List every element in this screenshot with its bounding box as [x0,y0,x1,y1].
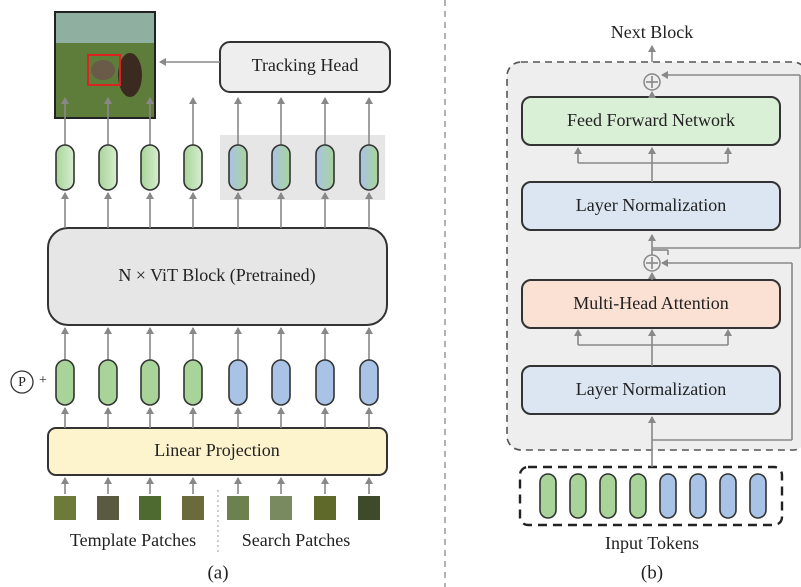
next-block-label: Next Block [611,22,694,42]
token [184,360,202,405]
block-label: Layer Normalization [576,379,726,399]
block-label: Feed Forward Network [567,110,735,130]
patch [270,496,292,520]
position-symbol: P [18,375,26,390]
input-tokens-label: Input Tokens [605,533,699,553]
token [720,474,736,518]
tracking-head-label: Tracking Head [252,55,359,75]
patch [97,496,119,520]
token [99,145,117,190]
patch [314,496,336,520]
block-label: Multi-Head Attention [573,293,728,313]
patch [54,496,76,520]
token [570,474,586,518]
block-label: Layer Normalization [576,195,726,215]
token [750,474,766,518]
token [141,360,159,405]
input-token-box [520,467,782,525]
patch [182,496,204,520]
search-label: Search Patches [242,530,350,550]
token [272,145,290,190]
patch [139,496,161,520]
token [660,474,676,518]
token [630,474,646,518]
token [360,145,378,190]
template-label: Template Patches [70,530,196,550]
token [184,145,202,190]
token [141,145,159,190]
token [690,474,706,518]
panel-b: Next Block Input Tokens (b) Feed Forward… [507,22,801,583]
token [99,360,117,405]
token [56,145,74,190]
caption-a: (a) [207,562,228,583]
result-image [55,12,155,118]
token [272,360,290,405]
patch [227,496,249,520]
panel-a: Tracking Head N × ViT Block (Pretrained)… [11,12,390,583]
token [600,474,616,518]
position-plus: + [39,373,47,388]
patch [358,496,380,520]
token [316,360,334,405]
vit-block-label: N × ViT Block (Pretrained) [118,265,315,286]
diagram: Tracking Head N × ViT Block (Pretrained)… [0,0,801,587]
linear-projection-label: Linear Projection [154,440,279,460]
token [540,474,556,518]
token [56,360,74,405]
token [316,145,334,190]
token [229,360,247,405]
token [229,145,247,190]
caption-b: (b) [641,562,663,583]
token [360,360,378,405]
